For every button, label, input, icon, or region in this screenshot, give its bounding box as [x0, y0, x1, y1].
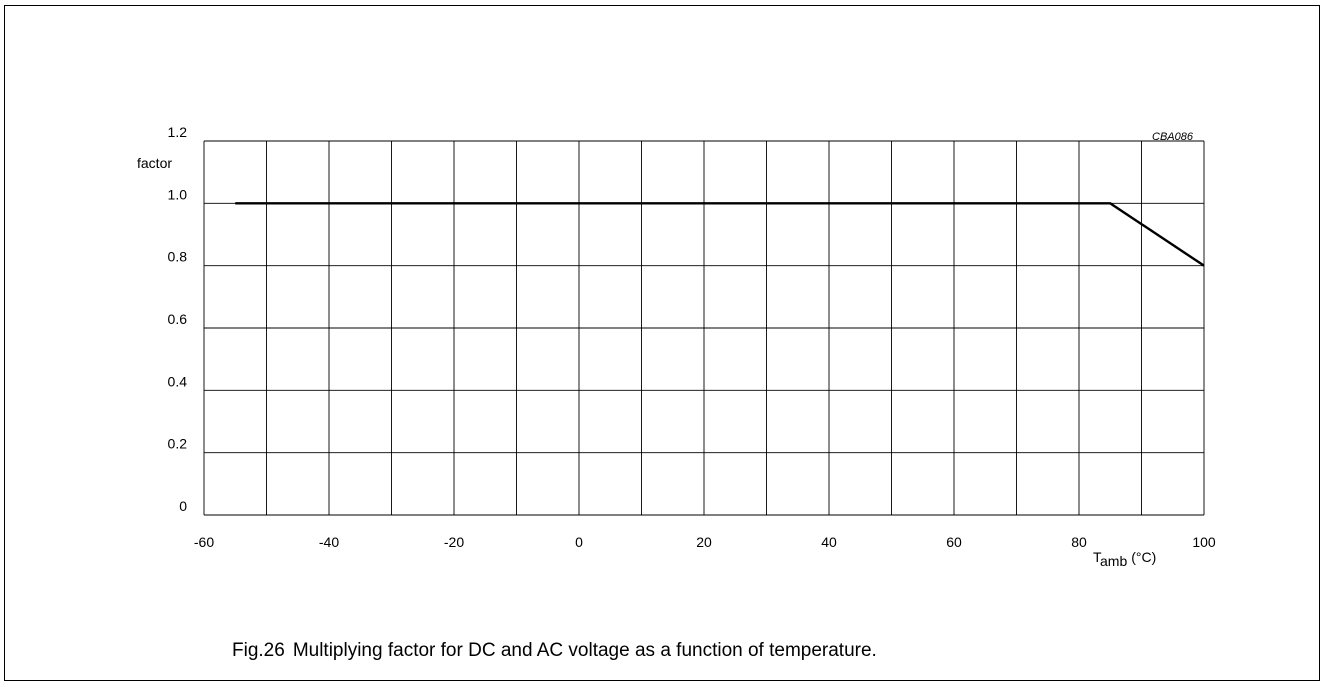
x-axis-label-main: T [1093, 549, 1102, 565]
chart-grid [203, 140, 1205, 516]
y-tick-label: 0.4 [168, 373, 188, 389]
x-tick-label: 40 [821, 534, 837, 550]
x-axis-ticks: -60 -40 -20 0 20 40 60 80 100 [194, 534, 1216, 550]
caption-number: Fig.26 [232, 640, 285, 661]
x-tick-label: 100 [1192, 534, 1216, 550]
plot-area [235, 202, 1205, 267]
y-tick-label: 0.6 [168, 311, 188, 327]
x-tick-label: 20 [696, 534, 712, 550]
series-line [235, 202, 1205, 267]
x-tick-label: -40 [319, 534, 339, 550]
figure-frame [4, 5, 1320, 681]
x-tick-label: -60 [194, 534, 214, 550]
y-axis-label: factor [137, 155, 172, 171]
caption-text: Multiplying factor for DC and AC voltage… [292, 640, 877, 661]
y-axis-ticks: 0 0.2 0.4 0.6 0.8 1.0 1.2 [168, 124, 188, 514]
x-tick-label: -20 [444, 534, 464, 550]
y-tick-label: 1.2 [168, 124, 188, 140]
x-tick-label: 60 [946, 534, 962, 550]
x-axis-label: Tamb (°C) [1093, 549, 1156, 569]
y-tick-label: 1.0 [168, 186, 188, 202]
x-axis-label-unit: (°C) [1131, 549, 1156, 565]
figure-code: CBA086 [1152, 131, 1194, 143]
x-tick-label: 0 [575, 534, 583, 550]
y-tick-label: 0.8 [168, 249, 188, 265]
x-axis-label-sub: amb [1100, 553, 1127, 569]
figure-caption: Fig.26 Multiplying factor for DC and AC v… [232, 640, 877, 662]
x-tick-label: 80 [1071, 534, 1087, 550]
y-tick-label: 0 [179, 498, 187, 514]
y-tick-label: 0.2 [168, 436, 188, 452]
